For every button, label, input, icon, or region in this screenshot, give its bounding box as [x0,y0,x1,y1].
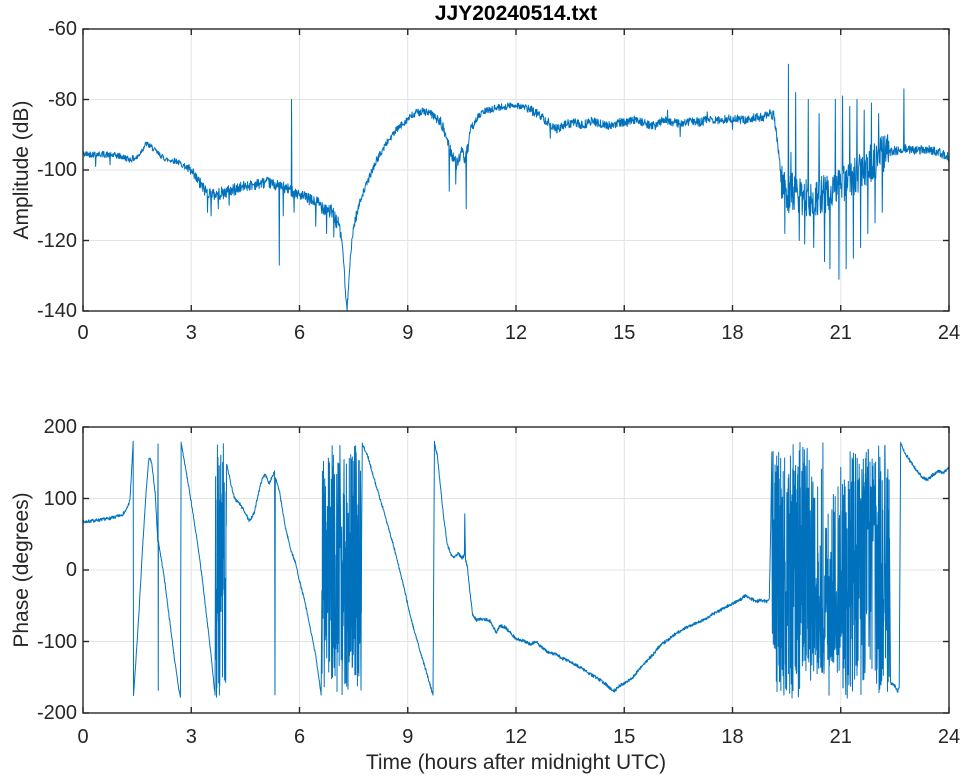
y-tick-label: 200 [43,416,77,438]
x-tick-label: 18 [721,322,744,344]
x-tick-label: 21 [829,726,852,748]
x-tick-label: 9 [402,726,414,748]
x-tick-label: 0 [77,322,89,344]
y-tick-label: -120 [36,229,77,252]
x-tick-label: 6 [293,322,306,344]
y-tick-label: -60 [48,18,77,40]
x-tick-label: 21 [829,322,852,344]
y-tick-label: 100 [43,487,77,510]
figure-title: JJY20240514.txt [434,2,598,25]
y-tick-label: -100 [36,159,77,181]
x-tick-label: 12 [504,322,528,344]
x-tick-label: 3 [185,322,197,344]
x-tick-label: 15 [613,322,636,344]
y-tick-label: -80 [48,88,77,111]
x-tick-label: 3 [185,726,197,748]
x-tick-label: 0 [77,726,89,748]
y-tick-label: -200 [36,702,77,724]
x-tick-label: 24 [937,322,961,344]
time-x-axis-label: Time (hours after midnight UTC) [365,751,667,774]
x-tick-label: 6 [293,726,306,748]
x-tick-label: 9 [402,322,414,344]
y-tick-label: -140 [36,300,77,322]
x-tick-label: 15 [613,726,636,748]
y-tick-label: -100 [36,630,77,653]
x-tick-label: 12 [504,726,528,748]
x-tick-label: 18 [721,726,744,748]
y-tick-label: 0 [65,559,77,581]
x-tick-label: 24 [937,726,961,748]
